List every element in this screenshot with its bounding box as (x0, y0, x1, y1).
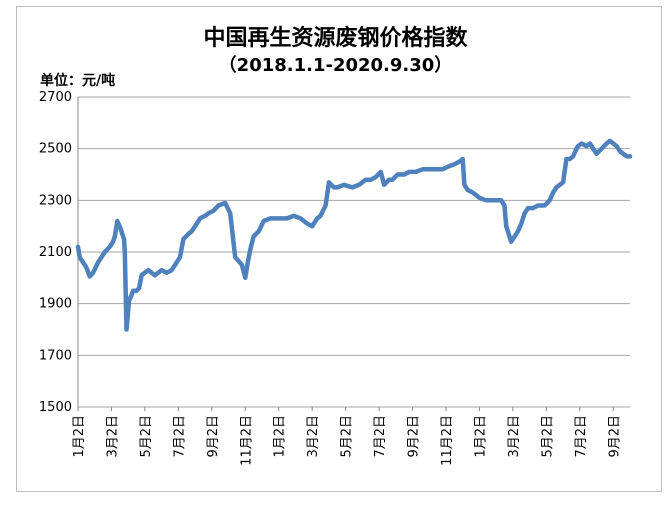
x-tick-label: 3月2日 (507, 415, 522, 458)
x-tick-label: 5月2日 (139, 415, 154, 458)
y-tick-label: 1700 (39, 348, 72, 363)
x-tick-label: 3月2日 (306, 415, 321, 458)
x-tick-label: 7月2日 (574, 415, 589, 458)
x-tick-label: 1月2日 (72, 415, 87, 458)
x-tick-label: 9月2日 (206, 415, 221, 458)
x-tick-label: 3月2日 (105, 415, 120, 458)
x-tick-label: 1月2日 (273, 415, 288, 458)
chart-subtitle: （2018.1.1-2020.9.30） (218, 55, 453, 76)
y-tick-label: 2100 (39, 245, 72, 260)
x-tick-label: 11月2日 (239, 415, 254, 466)
series-group (75, 138, 633, 332)
x-tick-label: 5月2日 (540, 415, 555, 458)
x-tick-label: 7月2日 (373, 415, 388, 458)
x-tick-label: 9月2日 (607, 415, 622, 458)
chart-title: 中国再生资源废钢价格指数 (203, 26, 468, 51)
y-axis-ticks: 1500 1700 1900 2100 2300 2500 2700 (39, 90, 72, 415)
price-index-series-line (75, 138, 633, 332)
unit-label: 单位：元/吨 (40, 73, 116, 89)
y-tick-label: 1500 (39, 400, 72, 415)
x-tick-label: 1月2日 (473, 415, 488, 458)
gridlines (77, 96, 630, 408)
y-tick-label: 2700 (39, 90, 72, 105)
x-tick-label: 11月2日 (440, 415, 455, 466)
x-tick-label: 7月2日 (172, 415, 187, 458)
y-tick-label: 2300 (39, 193, 72, 208)
x-axis-ticks: 1月2日 3月2日 5月2日 7月2日 9月2日 11月2日 1月2日 3月2日 5月2日 7月2… (72, 407, 622, 466)
chart-frame (16, 6, 662, 492)
y-tick-label: 2500 (39, 142, 72, 157)
x-tick-label: 5月2日 (340, 415, 355, 458)
x-tick-label: 9月2日 (407, 415, 422, 458)
y-tick-label: 1900 (39, 297, 72, 312)
